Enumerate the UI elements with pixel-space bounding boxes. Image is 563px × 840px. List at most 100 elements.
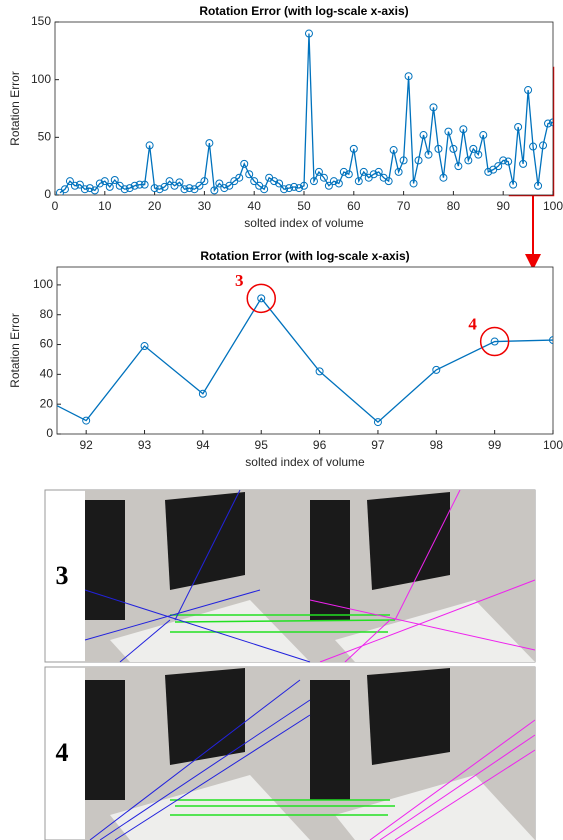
data-point [479,131,488,140]
data-point [270,177,279,186]
panel-label: 4 [56,738,69,767]
data-point [324,181,333,190]
data-point [374,167,383,176]
data-point [409,179,418,188]
data-point [389,146,398,155]
data-point [439,173,448,182]
data-point [549,118,553,127]
data-point [519,159,528,168]
data-point [65,177,74,186]
data-point [300,181,308,190]
data-point [319,173,328,182]
x-tick-label: 99 [488,438,502,452]
data-point [419,131,428,140]
y-tick-label: 20 [40,396,54,410]
data-point [110,176,119,185]
x-tick-label: 70 [397,199,411,213]
data-line [57,297,553,423]
data-point [125,184,134,193]
chart: Rotation Error (with log-scale x-axis) so… [8,4,563,230]
data-point [469,144,478,153]
data-point [140,180,149,189]
data-point [464,156,473,165]
data-point [210,186,219,195]
data-point [314,167,323,176]
plot-area [56,266,554,435]
data-point [484,167,493,176]
photo [84,489,536,840]
y-tick-label: 100 [31,72,51,86]
data-point [429,103,438,112]
data-point [434,144,443,153]
data-point [220,184,229,193]
data-point [373,418,382,427]
data-point [175,178,184,187]
data-point [155,185,164,194]
y-axis-label: Rotation Error [8,71,22,146]
data-point [140,342,149,351]
data-point [75,180,84,189]
data-point [285,184,294,193]
data-point [24,387,31,394]
data-point [135,180,144,189]
data-point [60,185,69,194]
x-axis-label: solted index of volume [244,216,364,230]
x-tick-label: 0 [52,199,59,213]
data-point [354,177,363,186]
data-point [235,173,244,182]
x-tick-label: 40 [248,199,262,213]
data-point [80,185,89,194]
y-axis-label: Rotation Error [8,313,22,388]
data-point [100,177,109,186]
data-point [275,179,284,188]
data-point [494,162,503,171]
x-tick-label: 100 [543,438,563,452]
x-tick-label: 100 [543,199,563,213]
data-point [349,144,358,153]
data-point [534,181,543,190]
data-point [304,29,313,38]
data-point [245,170,254,179]
data-point [180,185,189,194]
annotation-circle [246,283,276,314]
data-point [250,177,259,186]
x-tick-label: 50 [297,199,311,213]
panel-label: 3 [56,561,69,590]
data-point [240,159,249,168]
data-line [59,33,553,194]
data-point [459,125,468,134]
x-axis-label: solted index of volume [245,455,365,469]
data-point [85,184,94,193]
y-tick-label: 0 [46,426,53,440]
data-point [424,150,433,159]
x-tick-label: 90 [497,199,511,213]
x-tick-label: 93 [138,438,152,452]
data-point [539,141,548,150]
data-point [529,142,538,151]
data-point [205,139,214,148]
data-point [309,177,318,186]
x-tick-label: 20 [148,199,162,213]
data-point [215,179,224,188]
y-tick-label: 0 [44,187,51,201]
data-point [432,365,441,374]
data-point [454,162,463,171]
data-point [95,179,104,188]
data-point [449,144,458,153]
data-point [504,157,513,166]
data-point [315,367,324,376]
x-tick-label: 60 [347,199,361,213]
data-point [185,184,194,193]
x-tick-label: 95 [255,438,269,452]
data-point [509,180,518,189]
data-point [544,119,553,128]
data-point [524,86,533,95]
data-point [384,177,393,186]
data-point [200,177,209,186]
data-point [145,141,154,150]
data-point [198,389,207,398]
data-point [404,72,413,81]
x-tick-label: 30 [198,199,212,213]
data-point [339,167,348,176]
